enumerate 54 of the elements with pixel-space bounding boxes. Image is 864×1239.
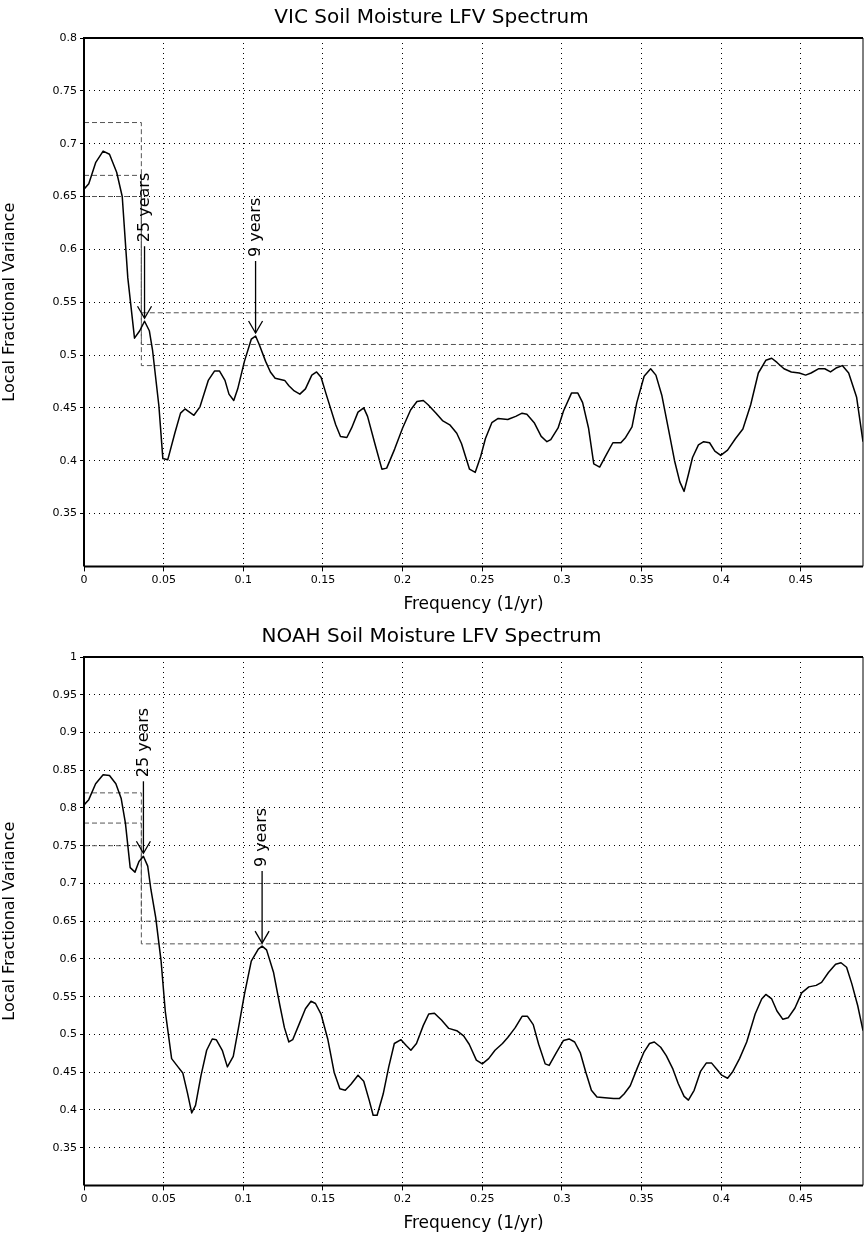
y-tick-label: 0.8 (59, 30, 77, 44)
x-tick-label: 0.35 (629, 1191, 654, 1205)
y-tick-label: 0.75 (52, 83, 77, 97)
x-tick-label: 0.25 (470, 572, 495, 586)
x-tick-label: 0.3 (553, 1191, 571, 1205)
x-tick-label: 0.4 (712, 572, 730, 586)
y-tick-label: 0.75 (52, 838, 77, 852)
y-tick-label: 0.85 (52, 763, 77, 777)
y-tick-label: 0.45 (52, 1065, 77, 1079)
x-tick-label: 0 (80, 1191, 88, 1205)
x-tick-label: 0.05 (151, 572, 176, 586)
x-axis-title: Frequency (1/yr) (403, 593, 544, 614)
x-tick-label: 0 (80, 572, 88, 586)
y-tick-label: 0.5 (59, 347, 77, 361)
y-tick-label: 0.4 (59, 1102, 77, 1116)
x-tick-label: 0.1 (234, 1191, 253, 1205)
x-tick-label: 0.4 (712, 1191, 730, 1205)
y-tick-label: 0.7 (59, 136, 77, 150)
x-tick-label: 0.15 (310, 1191, 336, 1205)
chart-title: VIC Soil Moisture LFV Spectrum (274, 4, 589, 29)
y-tick-label: 0.8 (59, 800, 77, 814)
x-tick-label: 0.25 (470, 1191, 495, 1205)
x-tick-label: 0.45 (788, 572, 814, 586)
y-tick-label: 0.9 (59, 725, 77, 739)
y-tick-label: 0.35 (52, 1140, 77, 1154)
y-tick-label: 0.55 (52, 295, 77, 309)
y-tick-label: 0.6 (59, 951, 77, 965)
x-tick-label: 0.3 (553, 572, 571, 586)
x-tick-label: 0.15 (310, 572, 336, 586)
chart-title: NOAH Soil Moisture LFV Spectrum (261, 623, 602, 648)
annotation: 25 years (133, 172, 153, 243)
y-tick-label: 0.65 (52, 914, 77, 928)
x-tick-label: 0.35 (629, 572, 654, 586)
y-axis-title: Local Fractional Variance (0, 821, 18, 1021)
x-tick-label: 0.45 (788, 1191, 814, 1205)
y-tick-label: 0.6 (59, 242, 77, 256)
annotation: 25 years (132, 707, 152, 778)
annotation: 9 years (251, 807, 271, 868)
annotation: 9 years (244, 197, 264, 258)
y-tick-label: 0.35 (52, 506, 77, 520)
y-tick-label: 1 (70, 649, 77, 663)
y-tick-label: 0.55 (52, 989, 77, 1003)
y-tick-label: 0.4 (59, 453, 77, 467)
y-tick-label: 0.95 (52, 687, 77, 701)
y-tick-label: 0.5 (59, 1027, 77, 1041)
x-axis-title: Frequency (1/yr) (403, 1212, 544, 1233)
y-axis-title: Local Fractional Variance (0, 202, 18, 402)
x-tick-label: 0.2 (393, 1191, 412, 1205)
x-tick-label: 0.05 (151, 1191, 176, 1205)
y-tick-label: 0.65 (52, 189, 77, 203)
y-tick-label: 0.45 (52, 400, 77, 414)
x-tick-label: 0.1 (234, 572, 253, 586)
x-tick-label: 0.2 (393, 572, 412, 586)
y-tick-label: 0.7 (59, 876, 77, 890)
